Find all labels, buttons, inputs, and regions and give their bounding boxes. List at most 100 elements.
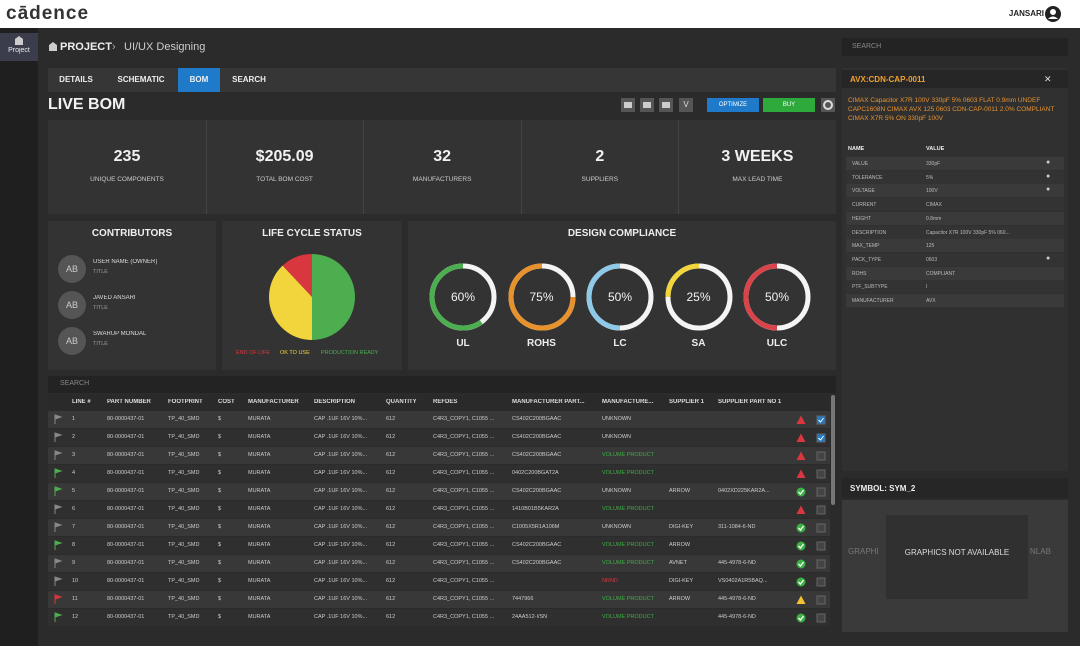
part-close[interactable]: ✕	[1044, 74, 1052, 84]
table-cell: C4R3_COPY1, C1055 ...	[433, 470, 495, 476]
table-cell: CAP .1UF 16V 10%...	[314, 614, 368, 620]
table-cell: $	[218, 596, 222, 602]
table-cell: C4R3_COPY1, C1055 ...	[433, 506, 495, 512]
checkbox-box	[816, 505, 826, 515]
table-row[interactable]	[48, 555, 830, 572]
table-cell: 24AA512-I/SN	[512, 614, 548, 620]
part-title: AVX:CDN-CAP-0011	[850, 75, 926, 84]
property-cell: PTF_SUBTYPE	[852, 284, 888, 291]
row-flag	[54, 522, 63, 532]
right-search	[842, 38, 1068, 56]
status-ok-tick	[798, 579, 805, 585]
table-cell: MURATA	[248, 452, 271, 458]
carousel-prev[interactable]: GRAPHI	[848, 547, 879, 556]
table-cell: 1	[72, 416, 76, 422]
property-cell: AVX	[926, 298, 936, 304]
row-checkbox	[816, 451, 826, 461]
property-row	[846, 198, 1064, 212]
sidebar-item[interactable]: Project	[8, 47, 30, 54]
gauge-arc	[429, 263, 483, 331]
table-cell: 3	[72, 452, 76, 458]
table-row[interactable]	[48, 411, 830, 428]
checkbox-box	[816, 451, 826, 461]
visibility-icon[interactable]: ●	[1046, 159, 1051, 166]
flag-shape	[54, 486, 63, 496]
tab[interactable]: BOM	[178, 68, 220, 92]
right-search-text[interactable]: SEARCH	[852, 43, 882, 50]
table-header	[48, 395, 830, 411]
table-row[interactable]	[48, 465, 830, 482]
table-cell: ARROW	[669, 542, 691, 548]
buy-button[interactable]: BUY	[763, 98, 815, 112]
user-icon	[1045, 6, 1061, 22]
property-cell: 0.8mm	[926, 215, 942, 222]
table-cell: MURATA	[248, 524, 271, 530]
flag-shape	[54, 540, 63, 550]
gauge-label: SA	[691, 338, 706, 349]
table-cell: 80-0000437-01	[107, 506, 145, 512]
table-cell: C4R3_COPY1, C1055 ...	[433, 434, 495, 440]
property-cell: COMPLIANT	[926, 270, 956, 277]
table-cell: 612	[386, 560, 396, 566]
row-flag	[54, 540, 63, 550]
property-cell: MAX_TEMP	[852, 243, 880, 250]
table-row[interactable]	[48, 591, 830, 608]
visibility-icon[interactable]: ●	[1046, 172, 1051, 180]
table-cell: DIGI-KEY	[669, 578, 694, 584]
status-ok-tick	[798, 489, 805, 495]
tab[interactable]: DETAILS	[59, 75, 93, 84]
table-cell: VOLUME PRODUCT	[602, 470, 654, 476]
flag-shape	[54, 558, 63, 568]
gauge-value: 75%	[529, 290, 554, 304]
table-row[interactable]	[48, 573, 830, 590]
breadcrumb-sep: ›	[112, 41, 116, 53]
table-row[interactable]	[48, 483, 830, 500]
checkbox-box	[816, 487, 826, 497]
filter-button[interactable]: V	[679, 98, 693, 112]
settings-glyph	[823, 100, 833, 110]
property-cell: 125	[926, 243, 935, 250]
column-header: COST	[218, 399, 235, 405]
table-cell: $	[218, 524, 222, 530]
table-cell: CAP .1UF 16V 10%...	[314, 470, 368, 476]
checkbox-box	[816, 559, 826, 569]
status-icon	[796, 595, 806, 604]
status-icon	[796, 415, 806, 424]
gauge-label: ULC	[766, 338, 788, 349]
user-name[interactable]: JANSARI	[1008, 9, 1044, 18]
property-row	[846, 294, 1064, 307]
table-row[interactable]	[48, 519, 830, 536]
row-checkbox	[816, 415, 826, 425]
table-row[interactable]	[48, 501, 830, 518]
table-cell: DIGI-KEY	[669, 524, 694, 530]
status-ok	[796, 613, 806, 623]
table-cell: 80-0000437-01	[107, 416, 145, 422]
table-cell: VOLUME PRODUCT	[602, 506, 654, 512]
table-cell: 612	[386, 506, 396, 512]
status-ok-tick	[798, 543, 805, 549]
table-row[interactable]	[48, 429, 830, 446]
row-checkbox	[816, 595, 826, 605]
breadcrumb-section[interactable]: PROJECT	[60, 41, 112, 53]
table-cell: 4	[72, 470, 76, 476]
row-checkbox	[816, 487, 826, 497]
tab[interactable]: SEARCH	[232, 75, 266, 84]
table-row[interactable]	[48, 447, 830, 464]
table-row[interactable]	[48, 609, 830, 626]
table-cell: 5	[72, 488, 76, 494]
visibility-icon[interactable]: ●	[1046, 186, 1051, 194]
flag-shape	[54, 450, 63, 460]
visibility-icon[interactable]: ●	[1046, 254, 1051, 262]
row-checkbox	[816, 613, 826, 623]
carousel-next[interactable]: NLAB	[1030, 547, 1051, 556]
pie-slice	[282, 254, 312, 297]
table-search-text[interactable]: SEARCH	[60, 380, 90, 387]
property-cell: VOLTAGE	[852, 188, 875, 195]
row-flag	[54, 414, 63, 424]
table-cell: MURATA	[248, 596, 271, 602]
property-header: NAME	[848, 146, 865, 152]
gauge-value: 50%	[764, 290, 790, 304]
optimize-button[interactable]: OPTIMIZE	[707, 98, 759, 112]
table-row[interactable]	[48, 537, 830, 554]
tab[interactable]: SCHEMATIC	[117, 75, 165, 84]
